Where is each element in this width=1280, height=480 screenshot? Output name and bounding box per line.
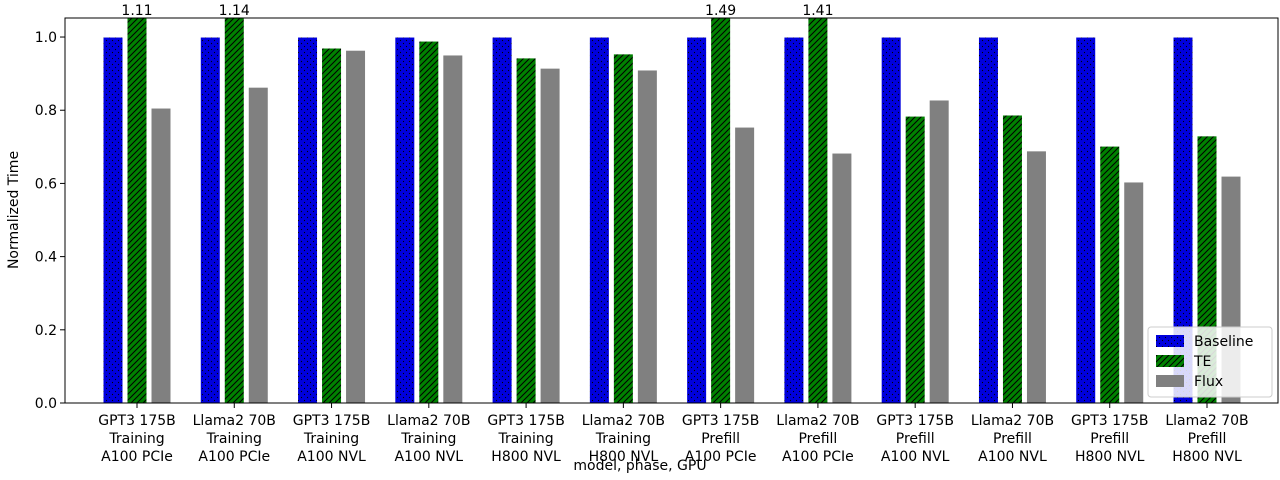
legend-swatch (1156, 375, 1184, 387)
bar (539, 67, 561, 403)
x-tick-label: Training (206, 431, 262, 447)
bar (977, 36, 999, 403)
y-axis-label: Normalized Time (6, 151, 22, 269)
bar (807, 18, 829, 403)
value-label: 1.11 (121, 3, 152, 19)
bar (150, 107, 172, 403)
x-tick-label: GPT3 175B (876, 413, 954, 429)
x-tick-label: Llama2 70B (582, 413, 665, 429)
y-tick-label: 0.6 (35, 176, 57, 192)
x-tick-label: Training (303, 431, 359, 447)
x-tick-label: A100 PCIe (198, 449, 270, 465)
bar (612, 53, 634, 403)
bar (831, 152, 853, 403)
legend-label: Flux (1194, 374, 1223, 390)
y-tick-label: 0.8 (35, 103, 57, 119)
x-tick-label: Prefill (798, 431, 837, 447)
bar (199, 36, 221, 403)
x-tick-label: Training (400, 431, 456, 447)
legend-label: TE (1193, 354, 1211, 370)
bar (1075, 36, 1097, 403)
legend-swatch (1156, 355, 1184, 367)
bar (783, 36, 805, 403)
x-tick-label: Training (497, 431, 553, 447)
bar (1001, 114, 1023, 403)
x-tick-label: GPT3 175B (1071, 413, 1149, 429)
x-tick-label: Training (595, 431, 651, 447)
bar (491, 36, 513, 403)
x-tick-label: GPT3 175B (487, 413, 565, 429)
x-tick-label: Llama2 70B (971, 413, 1054, 429)
y-tick-label: 0.0 (35, 396, 57, 412)
x-tick-label: Training (108, 431, 164, 447)
bar (734, 126, 756, 403)
x-tick-label: Prefill (896, 431, 935, 447)
bar (223, 18, 245, 403)
legend-swatch (1156, 335, 1184, 347)
y-tick-label: 1.0 (35, 30, 57, 46)
bars (102, 18, 1242, 403)
x-tick-label: A100 PCIe (101, 449, 173, 465)
bar (1099, 145, 1121, 403)
x-tick-label: H800 NVL (1075, 449, 1145, 465)
bar (515, 57, 537, 403)
x-tick-label: A100 NVL (978, 449, 1047, 465)
x-tick-label: H800 NVL (1172, 449, 1242, 465)
bar (321, 47, 343, 403)
x-tick-label: GPT3 175B (98, 413, 176, 429)
x-tick-label: A100 NVL (297, 449, 366, 465)
bar (345, 49, 367, 403)
x-tick-label: A100 PCIe (782, 449, 854, 465)
value-label: 1.49 (705, 3, 736, 19)
x-tick-label: A100 NVL (881, 449, 950, 465)
bar (418, 40, 440, 403)
x-tick-label: Prefill (1090, 431, 1129, 447)
bar (686, 36, 708, 403)
x-tick-label: H800 NVL (491, 449, 561, 465)
bar (636, 69, 658, 403)
value-label: 1.41 (802, 3, 833, 19)
y-tick-label: 0.4 (35, 250, 57, 266)
y-tick-label: 0.2 (35, 323, 57, 339)
bar (247, 86, 269, 403)
x-tick-label: Llama2 70B (1165, 413, 1248, 429)
x-tick-label: Prefill (1188, 431, 1227, 447)
x-tick-label: Prefill (701, 431, 740, 447)
x-tick-label: Llama2 70B (193, 413, 276, 429)
x-tick-label: H800 NVL (589, 449, 659, 465)
bar (442, 54, 464, 403)
plot-frame (64, 17, 1279, 404)
bar (1025, 150, 1047, 403)
x-tick-label: GPT3 175B (293, 413, 371, 429)
x-tick-label: Llama2 70B (387, 413, 470, 429)
bar (928, 99, 950, 403)
x-tick-label: Llama2 70B (776, 413, 859, 429)
x-tick-label: Prefill (993, 431, 1032, 447)
x-tick-label: GPT3 175B (682, 413, 760, 429)
legend-label: Baseline (1194, 334, 1253, 350)
bar (102, 36, 124, 403)
bar (904, 115, 926, 403)
bar (297, 36, 319, 403)
value-label: 1.14 (219, 3, 250, 19)
bar (394, 36, 416, 403)
bar (126, 18, 148, 403)
bar (588, 36, 610, 403)
x-tick-label: A100 PCIe (685, 449, 757, 465)
x-tick-label: A100 NVL (395, 449, 464, 465)
x-axis-label: model, phase, GPU (573, 458, 706, 474)
bar (1123, 181, 1145, 403)
bar (880, 36, 902, 403)
bar (710, 18, 732, 403)
